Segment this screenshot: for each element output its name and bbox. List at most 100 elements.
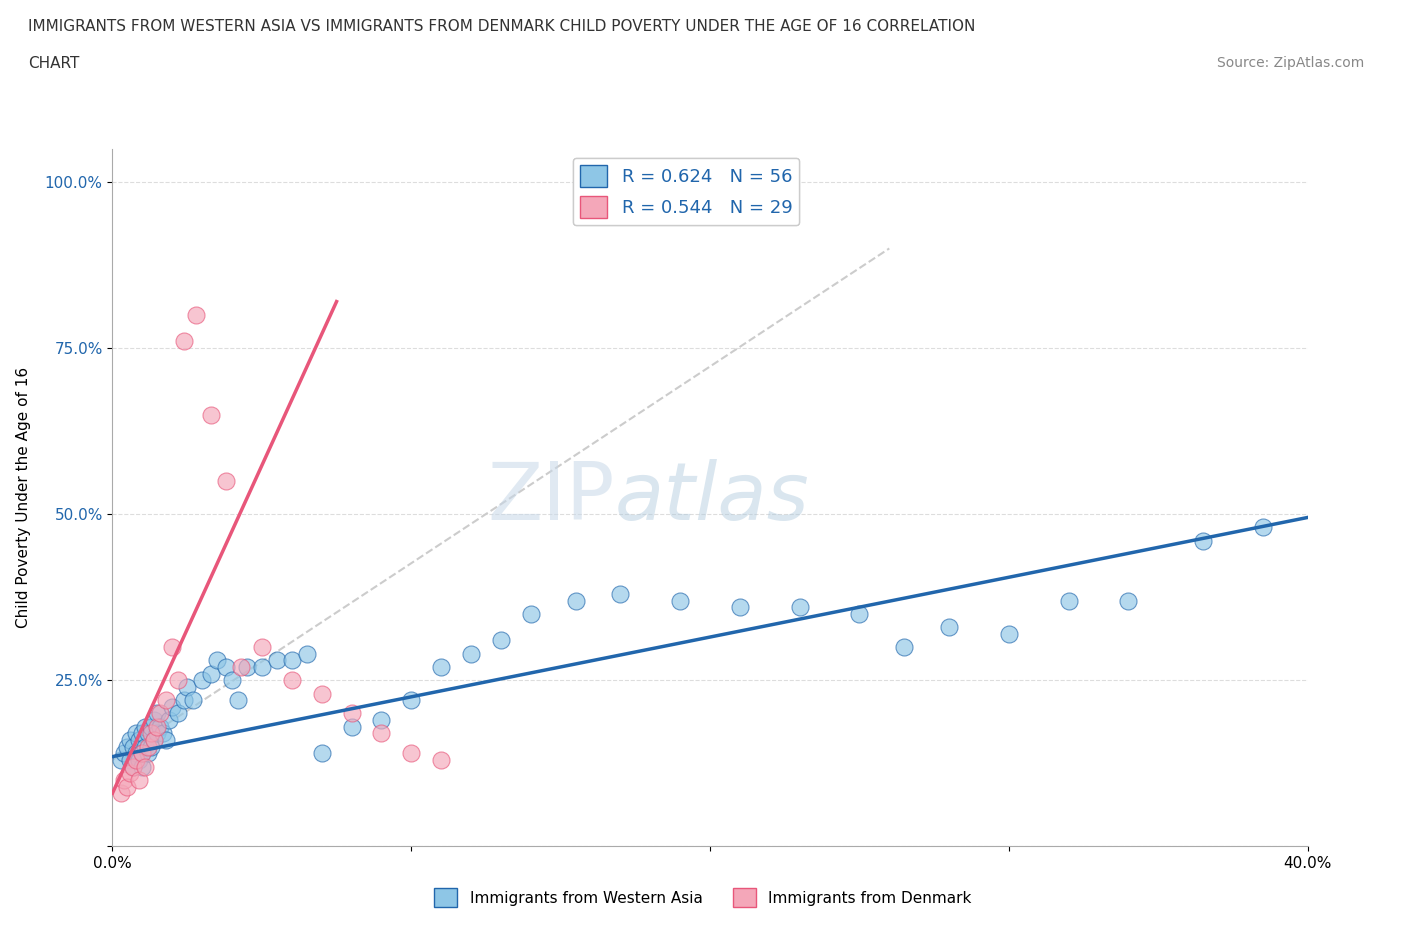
Point (489, 633, 512, 648)
Point (401, 693, 423, 708)
Point (110, 786, 132, 801)
Point (1057, 593, 1080, 608)
Point (609, 587, 631, 602)
Point (520, 606, 543, 621)
Point (669, 593, 692, 608)
Point (155, 693, 177, 708)
Point (1251, 520, 1274, 535)
Y-axis label: Child Poverty Under the Age of 16: Child Poverty Under the Age of 16 (15, 367, 31, 628)
Point (117, 779, 139, 794)
Point (281, 653, 304, 668)
Point (125, 752, 148, 767)
Point (131, 746, 153, 761)
Point (226, 693, 249, 708)
Text: Source: ZipAtlas.com: Source: ZipAtlas.com (1216, 56, 1364, 70)
Point (117, 739, 139, 754)
Point (167, 706, 190, 721)
Point (430, 659, 453, 674)
Point (141, 739, 163, 754)
Point (143, 733, 166, 748)
Point (295, 646, 318, 661)
Point (152, 726, 174, 741)
Point (122, 739, 145, 754)
Point (564, 593, 586, 608)
Point (250, 640, 273, 655)
Point (789, 600, 811, 615)
Point (155, 733, 177, 748)
Legend: Immigrants from Western Asia, Immigrants from Denmark: Immigrants from Western Asia, Immigrants… (429, 883, 977, 913)
Point (460, 646, 482, 661)
Point (893, 640, 915, 655)
Point (728, 600, 751, 615)
Point (401, 746, 423, 761)
Point (229, 659, 252, 674)
Point (430, 752, 453, 767)
Point (250, 659, 273, 674)
Point (311, 746, 333, 761)
Point (138, 746, 160, 761)
Point (200, 666, 222, 681)
Point (131, 759, 153, 774)
Point (120, 765, 142, 780)
Point (128, 733, 150, 748)
Point (221, 672, 243, 687)
Point (134, 739, 156, 754)
Point (149, 706, 172, 721)
Point (186, 308, 208, 323)
Point (110, 752, 132, 767)
Point (236, 659, 259, 674)
Point (281, 672, 304, 687)
Point (134, 719, 156, 734)
Point (141, 726, 163, 741)
Point (128, 752, 150, 767)
Point (125, 746, 148, 761)
Point (205, 653, 228, 668)
Point (128, 773, 150, 788)
Point (146, 726, 169, 741)
Text: ZIP: ZIP (486, 458, 614, 537)
Point (1118, 593, 1140, 608)
Point (370, 726, 392, 741)
Text: IMMIGRANTS FROM WESTERN ASIA VS IMMIGRANTS FROM DENMARK CHILD POVERTY UNDER THE : IMMIGRANTS FROM WESTERN ASIA VS IMMIGRAN… (28, 19, 976, 33)
Point (125, 726, 148, 741)
Point (146, 706, 169, 721)
Point (266, 653, 288, 668)
Point (149, 719, 172, 734)
Point (215, 473, 238, 488)
Point (143, 733, 166, 748)
Point (173, 334, 195, 349)
Point (370, 712, 392, 727)
Point (122, 759, 145, 774)
Point (848, 606, 870, 621)
Point (167, 672, 190, 687)
Point (138, 739, 160, 754)
Point (176, 680, 198, 695)
Point (938, 619, 960, 634)
Point (131, 726, 153, 741)
Point (998, 626, 1021, 641)
Point (200, 407, 222, 422)
Text: CHART: CHART (28, 56, 80, 71)
Point (162, 699, 183, 714)
Point (120, 733, 142, 748)
Point (131, 746, 153, 761)
Point (340, 706, 363, 721)
Point (143, 712, 166, 727)
Point (134, 759, 156, 774)
Legend: R = 0.624   N = 56, R = 0.544   N = 29: R = 0.624 N = 56, R = 0.544 N = 29 (572, 158, 800, 225)
Point (157, 712, 180, 727)
Point (1192, 533, 1215, 548)
Point (141, 719, 163, 734)
Point (340, 719, 363, 734)
Point (181, 693, 204, 708)
Point (120, 752, 142, 767)
Point (162, 640, 183, 655)
Point (138, 726, 160, 741)
Point (114, 773, 135, 788)
Point (215, 659, 238, 674)
Point (191, 672, 214, 687)
Point (114, 746, 135, 761)
Point (122, 759, 145, 774)
Point (173, 693, 195, 708)
Point (311, 686, 333, 701)
